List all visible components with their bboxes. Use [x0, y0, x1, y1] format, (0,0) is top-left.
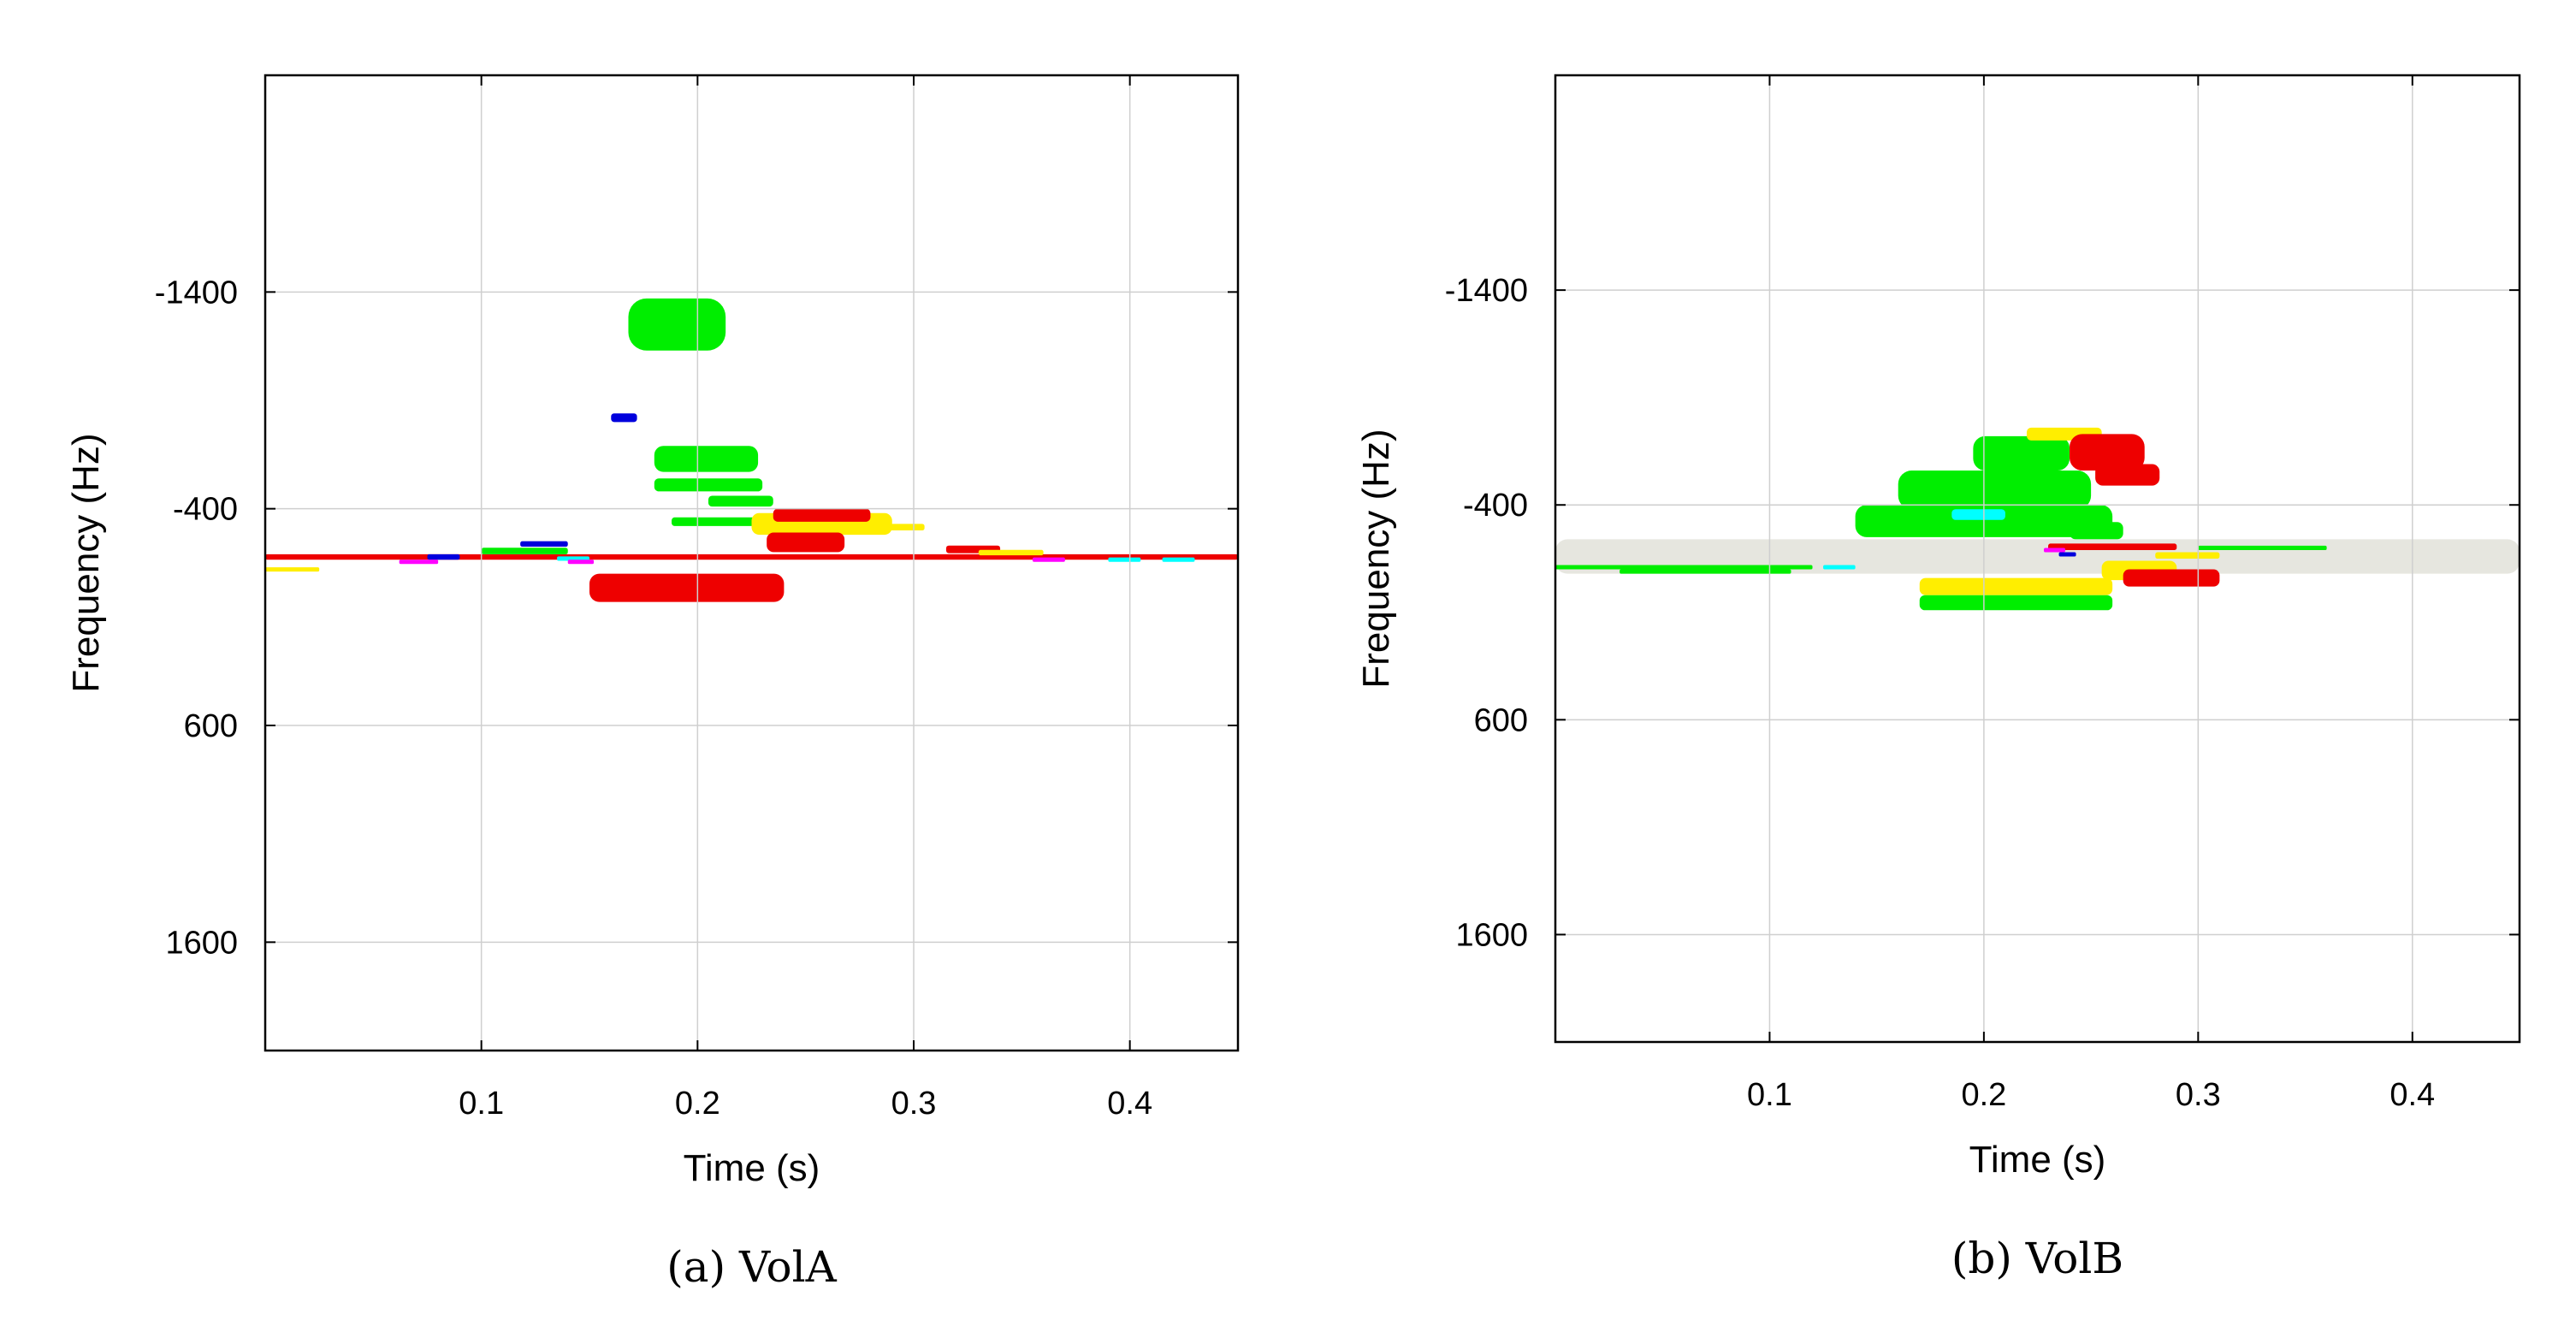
x-tick-label: 0.2 [1961, 1077, 2006, 1113]
data-blob [1823, 565, 1856, 570]
chart-volb: 0.1 0.2 0.3 0.4 -1400 -400 600 1600 Time (s) Fr… [1355, 74, 2521, 1283]
data-blob [628, 298, 726, 351]
x-tick-label: 0.1 [1747, 1077, 1792, 1113]
data-blob [1032, 557, 1065, 562]
y-tick-label: 600 [184, 708, 238, 744]
data-blob [481, 548, 568, 554]
data-blob [978, 549, 1044, 556]
data-blob [611, 413, 637, 423]
x-tick-label: 0.3 [2176, 1077, 2221, 1113]
data-blob [1162, 557, 1195, 562]
y-tick-label: 1600 [1455, 917, 1528, 953]
data-blob [1620, 569, 1791, 574]
data-blob [1919, 577, 2113, 595]
data-blob [2070, 434, 2145, 471]
data-blob [708, 495, 773, 507]
chart-caption: (b) VolB [1951, 1234, 2123, 1283]
data-blob [265, 567, 320, 572]
data-blob [1555, 565, 1813, 570]
data-blob [1973, 435, 2070, 471]
data-blob [1898, 471, 2092, 510]
data-blob [654, 478, 763, 492]
y-tick-label: -1400 [1445, 273, 1528, 309]
x-axis-label: Time (s) [1969, 1139, 2106, 1181]
data-blob [2123, 569, 2220, 587]
data-blob [826, 524, 925, 530]
y-axis-label: Frequency (Hz) [1355, 429, 1397, 688]
data-blob [767, 532, 845, 553]
data-blob [265, 554, 1238, 560]
y-tick-label: -400 [173, 492, 238, 528]
x-tick-label: 0.2 [675, 1086, 720, 1122]
y-tick-label: 1600 [165, 925, 238, 961]
data-blob [2058, 552, 2076, 557]
data-blob [2048, 543, 2177, 550]
plot-frame [1554, 74, 2521, 1044]
x-axis-label: Time (s) [684, 1147, 820, 1189]
y-axis-label: Frequency (Hz) [65, 433, 107, 692]
data-blob [1919, 595, 2113, 611]
data-blob [427, 554, 460, 560]
x-tick-label: 0.4 [1107, 1086, 1152, 1122]
data-blob [520, 541, 568, 547]
x-tick-label: 0.4 [2389, 1077, 2435, 1113]
data-blob [654, 446, 759, 472]
data-blob [773, 508, 871, 522]
data-blob [1951, 509, 2005, 520]
plot-frame [264, 74, 1240, 1052]
data-blob [2044, 548, 2066, 553]
data-blob [589, 573, 785, 602]
chart-vola: 0.1 0.2 0.3 0.4 -1400 -400 600 1600 Time (s) Fr… [65, 74, 1240, 1292]
y-tick-label: -1400 [155, 275, 238, 311]
data-blob [2070, 522, 2123, 540]
y-tick-label: 600 [1474, 702, 1528, 738]
data-blob [399, 559, 439, 565]
data-blob [1108, 557, 1141, 562]
data-blob [567, 559, 595, 565]
y-tick-label: -400 [1463, 488, 1528, 524]
x-tick-label: 0.3 [891, 1086, 937, 1122]
data-blob [2198, 545, 2327, 550]
data-blob [2155, 552, 2220, 559]
chart-caption: (a) VolA [666, 1242, 837, 1292]
x-tick-label: 0.1 [459, 1086, 504, 1122]
data-blob [2095, 464, 2160, 486]
